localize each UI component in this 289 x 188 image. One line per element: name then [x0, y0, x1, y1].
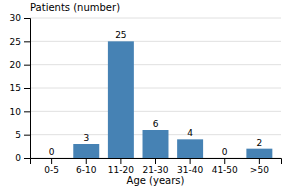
- data-labels: 0 3 25 6 4 0 2: [49, 30, 262, 157]
- bar: [73, 144, 99, 158]
- x-tick-mark: [259, 158, 260, 164]
- y-tick-mark: [24, 18, 30, 19]
- y-tick-mark: [24, 135, 30, 136]
- x-tick-label: 11-20: [108, 165, 134, 175]
- grid-line: [30, 41, 281, 42]
- plot-area: 0510152025300-56-1011-2021-3031-4041-50>…: [10, 13, 282, 175]
- data-label: 6: [153, 119, 159, 129]
- x-tick-label: 41-50: [212, 165, 238, 175]
- x-tick-mark: [86, 158, 87, 164]
- x-tick-label: 31-40: [177, 165, 203, 175]
- x-tick: 21-30: [142, 158, 168, 175]
- x-tick-mark: [51, 158, 52, 164]
- y-tick-label: 0: [15, 153, 21, 163]
- x-tick-label: >50: [250, 165, 269, 175]
- y-tick-label: 10: [10, 107, 22, 117]
- y-tick-mark: [24, 41, 30, 42]
- chart: 0510152025300-56-1011-2021-3031-4041-50>…: [0, 0, 289, 188]
- x-tick: >50: [250, 158, 269, 175]
- x-tick: 31-40: [177, 158, 203, 175]
- bar: [143, 130, 169, 158]
- grid: [30, 18, 281, 158]
- x-axis-line: [31, 159, 282, 165]
- y-tick: 25: [10, 37, 30, 47]
- data-label: 4: [187, 128, 193, 138]
- y-tick-label: 20: [10, 60, 22, 70]
- data-label: 2: [256, 138, 262, 148]
- grid-line: [30, 18, 281, 19]
- bar: [212, 158, 238, 159]
- x-tick-mark: [224, 158, 225, 164]
- grid-line: [30, 111, 281, 112]
- x-tick-label: 21-30: [142, 165, 168, 175]
- bar: [246, 149, 272, 158]
- y-tick: 10: [10, 107, 30, 117]
- x-tick: 6-10: [76, 158, 97, 175]
- x-tick: 11-20: [108, 158, 134, 175]
- y-tick-mark: [24, 111, 30, 112]
- y-axis-title: Patients (number): [30, 2, 120, 13]
- grid-line: [30, 64, 281, 65]
- y-tick: 20: [10, 60, 30, 70]
- x-axis: 0-5 6-10 11-20 21-30 31-40 41-50 >50: [31, 158, 282, 175]
- y-tick-label: 30: [10, 13, 22, 23]
- y-tick: 30: [10, 13, 30, 23]
- y-axis: 0 5 10 15 20 25 30: [10, 13, 31, 163]
- x-tick: 41-50: [212, 158, 238, 175]
- y-tick-mark: [24, 158, 30, 159]
- grid-line: [30, 88, 281, 89]
- y-tick: 5: [15, 130, 30, 140]
- x-axis-title: Age (years): [127, 175, 185, 186]
- data-label: 3: [83, 133, 89, 143]
- y-tick-label: 25: [10, 37, 21, 47]
- y-tick-mark: [24, 88, 30, 89]
- bar: [108, 41, 134, 158]
- x-tick-mark: [155, 158, 156, 164]
- x-tick-mark: [120, 158, 121, 164]
- y-tick: 0: [15, 153, 30, 163]
- x-tick: 0-5: [44, 158, 59, 175]
- data-label: 25: [115, 30, 126, 40]
- y-tick-label: 5: [15, 130, 21, 140]
- y-axis-line: [24, 19, 31, 159]
- bar: [177, 139, 203, 158]
- y-tick-mark: [24, 65, 30, 66]
- y-tick-label: 15: [10, 83, 21, 93]
- data-label: 0: [49, 147, 55, 157]
- y-tick: 15: [10, 83, 30, 93]
- bars: [73, 41, 272, 158]
- x-tick-label: 0-5: [44, 165, 59, 175]
- data-label: 0: [222, 147, 228, 157]
- x-tick-label: 6-10: [76, 165, 97, 175]
- bar: [39, 158, 65, 159]
- x-tick-mark: [190, 158, 191, 164]
